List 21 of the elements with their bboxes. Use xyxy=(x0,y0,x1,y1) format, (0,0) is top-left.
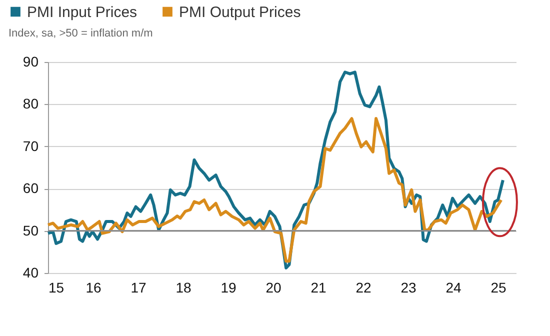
y-tick-label: 90 xyxy=(22,54,39,70)
line-series xyxy=(46,117,503,263)
x-tick-label: 19 xyxy=(220,280,236,296)
y-tick-label: 40 xyxy=(22,264,39,280)
x-tick-label: 20 xyxy=(266,280,282,296)
x-tick-label: 23 xyxy=(400,280,416,296)
x-tick-label: 18 xyxy=(176,280,192,296)
x-tick-label: 16 xyxy=(86,280,102,296)
legend-label: PMI Input Prices xyxy=(27,4,138,21)
x-tick-label: 24 xyxy=(446,280,462,296)
y-tick-label: 60 xyxy=(22,180,39,196)
y-axis-title: Index, sa, >50 = inflation m/m xyxy=(8,28,153,40)
x-tick-label: 15 xyxy=(48,280,64,296)
x-tick-label: 25 xyxy=(490,280,506,296)
x-tick-label: 21 xyxy=(310,280,326,296)
y-tick-label: 50 xyxy=(22,222,39,238)
y-tick-label: 80 xyxy=(22,96,39,112)
legend-label: PMI Output Prices xyxy=(179,4,301,21)
x-tick-label: 17 xyxy=(130,280,146,296)
y-tick-label: 70 xyxy=(22,138,39,154)
x-tick-label: 22 xyxy=(356,280,372,296)
